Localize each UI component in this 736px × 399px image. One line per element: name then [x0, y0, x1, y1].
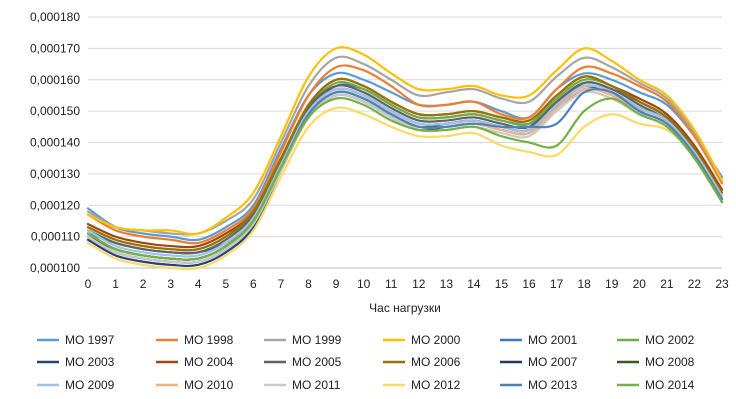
x-tick-label: 17	[550, 277, 564, 291]
x-tick-label: 9	[333, 277, 340, 291]
legend-label: МО 2001	[528, 333, 578, 347]
legend-label: МО 2012	[411, 378, 461, 392]
x-tick-label: 13	[440, 277, 454, 291]
series-line-9	[86, 75, 724, 252]
y-tick-label: 0,000140	[30, 136, 80, 150]
series-line-3	[86, 46, 724, 236]
x-tick-label: 16	[522, 277, 536, 291]
x-tick-label: 12	[412, 277, 426, 291]
y-tick-label: 0,000110	[31, 230, 80, 244]
legend-label: МО 1999	[292, 333, 342, 347]
legend-label: МО 2003	[65, 355, 115, 369]
legend-label: МО 2006	[411, 355, 461, 369]
y-tick-label: 0,000100	[30, 261, 80, 275]
x-axis-label: Час нагрузки	[369, 301, 441, 315]
series-line-17	[86, 96, 724, 261]
x-tick-label: 7	[278, 277, 285, 291]
x-tick-label: 19	[605, 277, 619, 291]
y-tick-label: 0,000170	[30, 41, 80, 55]
legend-label: МО 2011	[292, 378, 341, 392]
x-tick-label: 14	[467, 277, 481, 291]
legend-label: МО 2010	[184, 378, 234, 392]
grid-lines	[88, 16, 722, 269]
legend-label: МО 2002	[645, 333, 695, 347]
y-tick-label: 0,000180	[30, 10, 80, 24]
legend-label: МО 1998	[184, 333, 234, 347]
y-axis-ticks: 0,000100 0,000110 0,000120 0,000130 0,000140…	[30, 10, 80, 275]
x-tick-label: 3	[167, 277, 174, 291]
series-line-8	[86, 81, 724, 255]
series-line-0	[86, 71, 724, 242]
x-tick-label: 6	[250, 277, 257, 291]
legend-label: МО 2007	[528, 355, 578, 369]
y-tick-label: 0,000160	[30, 73, 80, 87]
series-line-1	[86, 64, 724, 245]
legend-label: МО 2014	[645, 378, 695, 392]
legend-label: МО 2008	[645, 355, 695, 369]
x-tick-label: 22	[688, 277, 702, 291]
legend-label: МО 2004	[184, 355, 234, 369]
x-tick-label: 10	[357, 277, 371, 291]
legend-label: МО 2009	[65, 378, 115, 392]
legend: МО 1997 МО 1998 МО 1999 МО 2000 МО 2001 МО 20…	[37, 333, 695, 392]
x-tick-label: 1	[112, 277, 119, 291]
x-tick-label: 0	[85, 277, 92, 291]
y-tick-label: 0,000120	[30, 198, 80, 212]
x-tick-label: 4	[195, 277, 202, 291]
x-tick-label: 21	[660, 277, 674, 291]
legend-label: МО 2013	[528, 378, 578, 392]
y-tick-label: 0,000130	[30, 167, 80, 181]
legend-label: МО 1997	[65, 333, 115, 347]
x-tick-label: 11	[385, 277, 398, 291]
plot-area	[86, 46, 724, 271]
x-tick-label: 23	[715, 277, 729, 291]
y-tick-label: 0,000150	[30, 104, 80, 118]
x-tick-label: 8	[305, 277, 312, 291]
x-tick-label: 2	[140, 277, 147, 291]
legend-label: МО 2000	[411, 333, 461, 347]
x-tick-label: 15	[495, 277, 509, 291]
x-tick-label: 5	[222, 277, 229, 291]
legend-label: МО 2005	[292, 355, 342, 369]
x-axis-ticks: 0 1 2 3 4 5 6 7 8 9 10 11 12 13 14 15 16 17 18 19 20 21 22 23	[85, 277, 729, 291]
x-tick-label: 18	[577, 277, 591, 291]
x-tick-label: 20	[633, 277, 647, 291]
series-line-15	[86, 106, 724, 271]
